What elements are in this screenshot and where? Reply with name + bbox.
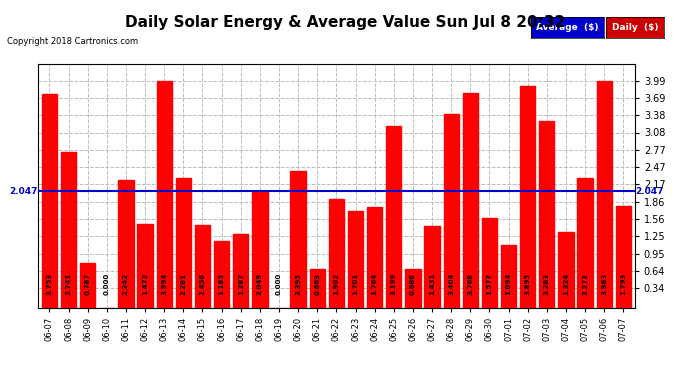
Text: 1.287: 1.287 xyxy=(238,273,244,296)
Text: 2.395: 2.395 xyxy=(295,273,301,296)
Bar xyxy=(42,94,57,308)
Bar xyxy=(558,232,573,308)
Text: 0.000: 0.000 xyxy=(276,273,282,296)
Bar xyxy=(424,226,440,308)
Text: 1.793: 1.793 xyxy=(620,273,627,296)
Text: 2.047: 2.047 xyxy=(635,187,664,196)
Bar xyxy=(367,207,382,308)
Text: 1.456: 1.456 xyxy=(199,273,206,296)
Text: 3.994: 3.994 xyxy=(161,273,167,296)
Text: 3.283: 3.283 xyxy=(544,273,550,296)
Text: 0.686: 0.686 xyxy=(410,273,416,296)
Bar xyxy=(539,121,555,308)
Bar xyxy=(328,200,344,308)
Text: 3.404: 3.404 xyxy=(448,273,454,296)
Text: 1.764: 1.764 xyxy=(372,273,377,296)
Bar xyxy=(195,225,210,308)
Text: 1.701: 1.701 xyxy=(353,273,359,296)
Bar xyxy=(137,224,152,308)
Bar xyxy=(176,178,191,308)
Text: 1.472: 1.472 xyxy=(142,273,148,296)
Bar xyxy=(348,211,363,308)
Text: 2.049: 2.049 xyxy=(257,273,263,296)
Bar xyxy=(405,268,420,308)
Text: Daily  ($): Daily ($) xyxy=(612,22,658,32)
Text: 3.895: 3.895 xyxy=(524,273,531,296)
Text: 1.094: 1.094 xyxy=(506,273,511,296)
Text: 2.741: 2.741 xyxy=(66,273,72,296)
Text: 3.768: 3.768 xyxy=(467,273,473,296)
Bar xyxy=(578,178,593,308)
Text: 1.165: 1.165 xyxy=(219,273,225,296)
Bar xyxy=(462,93,478,308)
Text: 0.669: 0.669 xyxy=(314,273,320,296)
Bar xyxy=(233,234,248,308)
Text: 2.242: 2.242 xyxy=(123,273,129,296)
Bar xyxy=(444,114,459,308)
Bar xyxy=(501,245,516,308)
Text: 3.983: 3.983 xyxy=(601,273,607,296)
Text: Daily Solar Energy & Average Value Sun Jul 8 20:32: Daily Solar Energy & Average Value Sun J… xyxy=(125,15,565,30)
Bar xyxy=(80,263,95,308)
Text: 1.902: 1.902 xyxy=(333,273,339,296)
Bar xyxy=(253,191,268,308)
Text: 2.047: 2.047 xyxy=(9,187,37,196)
Bar xyxy=(615,206,631,308)
Text: Average  ($): Average ($) xyxy=(536,22,599,32)
Bar xyxy=(482,218,497,308)
Bar xyxy=(157,81,172,308)
Bar xyxy=(290,171,306,308)
Text: 3.753: 3.753 xyxy=(46,273,52,296)
Bar xyxy=(520,86,535,308)
Bar xyxy=(214,241,229,308)
Bar xyxy=(310,270,325,308)
Bar xyxy=(118,180,134,308)
Text: 2.281: 2.281 xyxy=(180,273,186,296)
Bar xyxy=(61,152,76,308)
Text: 2.272: 2.272 xyxy=(582,273,588,296)
Text: 1.577: 1.577 xyxy=(486,273,493,296)
Text: 0.787: 0.787 xyxy=(85,273,90,296)
Text: 1.431: 1.431 xyxy=(429,273,435,296)
Text: Copyright 2018 Cartronics.com: Copyright 2018 Cartronics.com xyxy=(7,38,138,46)
Bar xyxy=(386,126,402,308)
Bar xyxy=(597,81,612,308)
Text: 1.324: 1.324 xyxy=(563,273,569,296)
Text: 0.000: 0.000 xyxy=(104,273,110,296)
Text: 3.199: 3.199 xyxy=(391,273,397,296)
